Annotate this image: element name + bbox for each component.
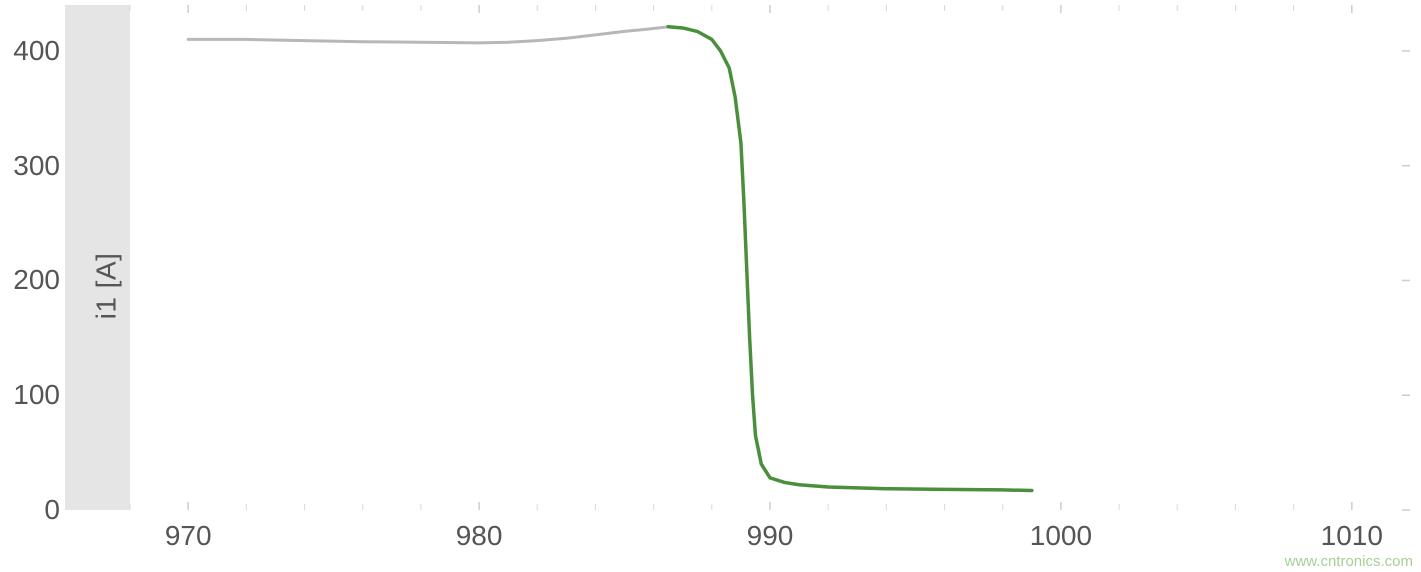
watermark-text: www.cntronics.com [1285, 553, 1413, 570]
y-tick-label: 100 [0, 379, 60, 411]
y-axis-label: i1 [A] [90, 253, 122, 320]
x-tick-label: 980 [456, 520, 503, 552]
y-tick-label: 300 [0, 150, 60, 182]
x-tick-label: 1010 [1321, 520, 1383, 552]
chart-container: i1 [A] 0 100 200 300 400 970 980 990 1000 1010 w… [0, 0, 1421, 572]
plot-area [130, 5, 1410, 510]
x-tick-label: 1000 [1030, 520, 1092, 552]
x-tick-label: 990 [747, 520, 794, 552]
y-tick-label: 400 [0, 35, 60, 67]
x-tick-label: 970 [165, 520, 212, 552]
y-tick-label: 200 [0, 264, 60, 296]
y-tick-label: 0 [0, 494, 60, 526]
